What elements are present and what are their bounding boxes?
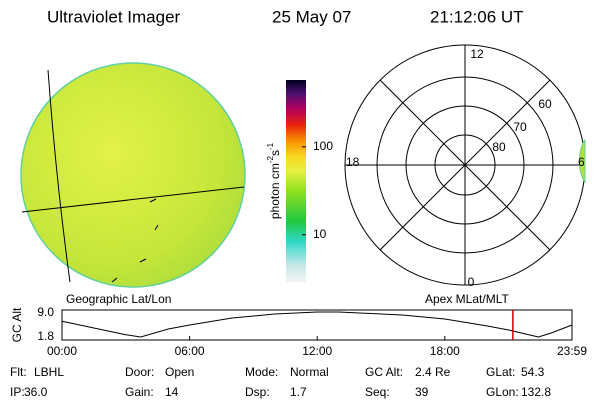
info-key: Mode: bbox=[245, 365, 278, 379]
x-tick-label: 06:00 bbox=[175, 344, 205, 358]
info-value: 14 bbox=[165, 385, 179, 399]
info-value: Normal bbox=[290, 365, 329, 379]
colorbar-tick-label: 100 bbox=[313, 139, 333, 153]
grid-ticks bbox=[111, 198, 159, 283]
colorbar bbox=[286, 80, 306, 282]
mlat-label: 70 bbox=[513, 120, 527, 134]
parallel bbox=[21, 186, 245, 213]
mlt-label: 12 bbox=[470, 47, 484, 61]
y-tick-label: 1.8 bbox=[37, 329, 54, 343]
x-tick-label: 12:00 bbox=[302, 344, 332, 358]
info-key: Seq: bbox=[365, 385, 390, 399]
auroral-edge bbox=[579, 138, 586, 184]
x-tick-label: 00:00 bbox=[47, 344, 77, 358]
mlt-label: 18 bbox=[346, 155, 360, 169]
info-value: LBHL bbox=[34, 365, 64, 379]
info-key: IP: bbox=[10, 385, 25, 399]
spokes bbox=[345, 45, 585, 285]
colorbar-label: photon cm-2s-1 bbox=[266, 142, 282, 219]
y-tick-label: 9.0 bbox=[37, 305, 54, 319]
info-value: 54.3 bbox=[521, 365, 545, 379]
info-value: 2.4 Re bbox=[415, 365, 451, 379]
info-key: GLat: bbox=[486, 365, 515, 379]
orbit-ylabel: GC Alt bbox=[10, 307, 24, 342]
info-key: GC Alt: bbox=[365, 365, 403, 379]
info-key: GLon: bbox=[486, 385, 519, 399]
polar-dial bbox=[344, 44, 586, 286]
globe-disk bbox=[20, 62, 246, 288]
info-value: 39 bbox=[415, 385, 429, 399]
info-key: Gain: bbox=[125, 385, 154, 399]
globe-label: Geographic Lat/Lon bbox=[66, 292, 171, 306]
info-key: Dsp: bbox=[245, 385, 270, 399]
colorbar-tick-label: 10 bbox=[313, 227, 327, 241]
orbit-altitude bbox=[61, 311, 573, 338]
info-value: 36.0 bbox=[24, 385, 48, 399]
mlt-label: 0 bbox=[468, 275, 475, 289]
mlat-label: 80 bbox=[492, 140, 506, 154]
info-value: Open bbox=[165, 365, 194, 379]
x-tick-label: 18:00 bbox=[430, 344, 460, 358]
info-key: Flt: bbox=[10, 365, 27, 379]
info-value: 1.7 bbox=[290, 385, 307, 399]
info-value: 132.8 bbox=[521, 385, 551, 399]
orbit-frame bbox=[61, 309, 573, 341]
title: Ultraviolet Imager bbox=[47, 7, 181, 26]
meridian bbox=[47, 69, 71, 283]
globe bbox=[20, 62, 246, 288]
time: 21:12:06 UT bbox=[430, 7, 524, 26]
mlat-label: 60 bbox=[538, 97, 552, 111]
mlt-label: 6 bbox=[578, 155, 585, 169]
x-tick-label: 23:59 bbox=[557, 344, 587, 358]
date: 25 May 07 bbox=[272, 7, 351, 26]
info-key: Door: bbox=[125, 365, 154, 379]
polar-label: Apex MLat/MLT bbox=[425, 292, 509, 306]
